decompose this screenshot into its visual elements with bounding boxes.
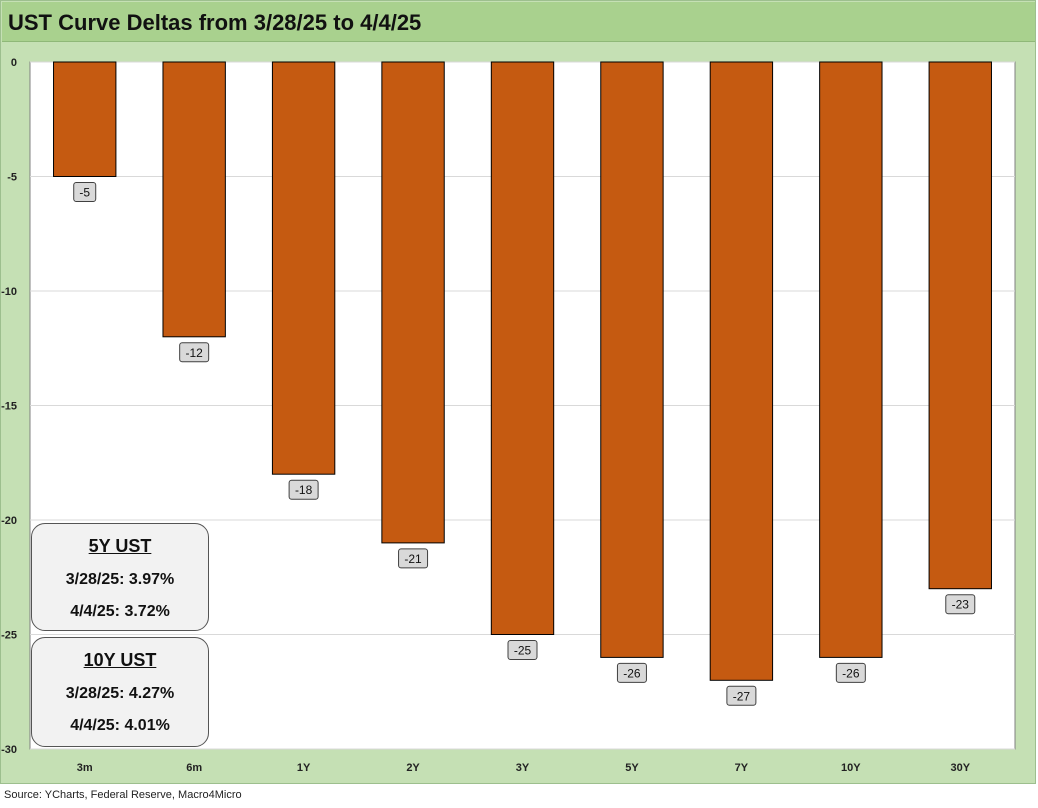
y-tick-label: -25: [1, 630, 17, 642]
x-tick-label: 7Y: [735, 762, 749, 774]
data-label-box: [398, 548, 429, 569]
info-box-line: 3/28/25: 4.27%: [65, 685, 175, 702]
data-label: -12: [185, 346, 203, 360]
data-label: -27: [733, 689, 751, 703]
bar: [819, 61, 883, 658]
x-tick-label: 3Y: [516, 762, 530, 774]
data-label-box: [726, 685, 757, 706]
source-note: Source: YCharts, Federal Reserve, Macro4…: [4, 789, 242, 801]
info-box-title: 10Y UST: [83, 650, 157, 670]
bar: [928, 61, 992, 590]
x-tick-label: 10Y: [841, 762, 861, 774]
x-tick-label: 2Y: [406, 762, 420, 774]
data-label-box: [835, 662, 866, 683]
x-tick-label: 5Y: [625, 762, 639, 774]
info-box-line: 4/4/25: 4.01%: [70, 717, 170, 734]
bar: [490, 61, 555, 635]
y-tick-label: -30: [1, 744, 17, 756]
bar: [53, 61, 117, 177]
data-label-box: [288, 479, 319, 500]
data-label: -25: [514, 644, 532, 658]
data-label-box: [945, 594, 976, 615]
title-bar: UST Curve Deltas from 3/28/25 to 4/4/25: [2, 2, 1035, 42]
bar: [600, 61, 664, 658]
data-label: -5: [79, 186, 90, 200]
y-tick-label: -10: [1, 286, 17, 298]
data-label: -26: [623, 666, 641, 680]
y-tick-label: -20: [1, 515, 17, 527]
info-box-10y-ust: 10Y UST 3/28/25: 4.27% 4/4/25: 4.01%: [31, 637, 209, 747]
x-tick-label: 3m: [77, 762, 93, 774]
x-tick-label: 30Y: [950, 762, 970, 774]
data-label: -26: [842, 666, 860, 680]
data-label-box: [616, 662, 647, 683]
bar: [381, 61, 445, 544]
bar: [271, 61, 336, 475]
info-box-line: 4/4/25: 3.72%: [70, 603, 170, 620]
x-tick-label: 6m: [186, 762, 202, 774]
info-box-title: 5Y UST: [88, 536, 152, 556]
bar: [162, 61, 226, 338]
data-label-box: [507, 640, 538, 660]
chart-title: UST Curve Deltas from 3/28/25 to 4/4/25: [8, 10, 422, 35]
y-tick-label: -15: [1, 401, 17, 413]
data-label: -23: [952, 598, 970, 612]
info-box-5y-ust: 5Y UST 3/28/25: 3.97% 4/4/25: 3.72%: [31, 523, 209, 631]
data-label-box: [73, 182, 97, 202]
y-tick-label: 0: [11, 57, 17, 69]
y-tick-label: -5: [7, 172, 17, 184]
data-label: -18: [295, 483, 313, 497]
x-tick-label: 1Y: [297, 762, 311, 774]
info-box-line: 3/28/25: 3.97%: [65, 571, 175, 588]
data-label-box: [179, 342, 210, 363]
bar: [709, 61, 774, 681]
data-label: -21: [404, 552, 422, 566]
